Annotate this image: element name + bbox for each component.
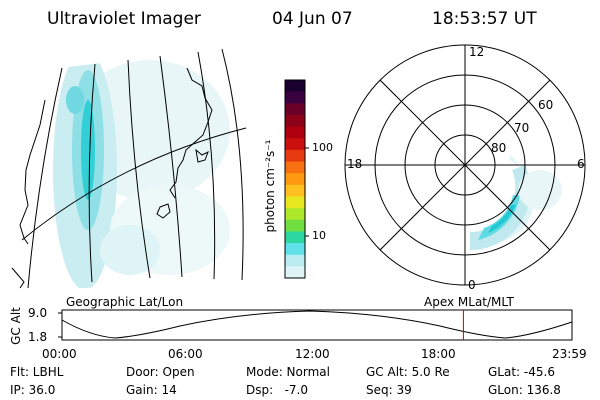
observation-date: 04 Jun 07: [272, 9, 353, 29]
time-tick-2359: 23:59: [552, 347, 587, 361]
polar-aurora-oval: [470, 155, 562, 251]
polar-mlt-6: 6: [577, 157, 585, 171]
info-filter: Flt: LBHL: [10, 365, 64, 379]
polar-plot: [344, 44, 586, 286]
altitude-curve: [61, 310, 573, 339]
geographic-map: [11, 48, 252, 290]
colorbar-cell: [285, 114, 305, 128]
info-geo-latitude: GLat: -45.6: [488, 365, 555, 379]
info-gc-altitude: GC Alt: 5.0 Re: [366, 365, 450, 379]
polar-lat-60: 60: [538, 98, 554, 112]
colorbar-cell: [285, 126, 305, 139]
latitude-line: [21, 127, 247, 241]
colorbar-cell: [285, 231, 305, 244]
apex-projection-label: Apex MLat/MLT: [424, 295, 514, 309]
colorbar-cell: [285, 266, 305, 279]
info-mode: Mode: Normal: [246, 365, 330, 379]
colorbar-cell: [285, 208, 305, 221]
altitude-ytick-max: 9.0: [28, 306, 48, 320]
geographic-aurora-glow: [30, 48, 252, 290]
geographic-projection-label: Geographic Lat/Lon: [66, 295, 184, 309]
time-tick-0000: 00:00: [42, 347, 77, 361]
colorbar-cell: [285, 103, 305, 116]
time-tick-1800: 18:00: [421, 347, 456, 361]
info-sequence: Seq: 39: [366, 383, 412, 397]
observation-time: 18:53:57 UT: [432, 9, 537, 29]
altitude-axis-label: GC Alt: [9, 307, 23, 345]
colorbar-cell: [285, 254, 305, 267]
altitude-plot: [58, 309, 573, 341]
altitude-ytick-min: 1.8: [28, 330, 48, 344]
info-gain: Gain: 14: [126, 383, 177, 397]
colorbar-cell: [285, 173, 305, 186]
colorbar-cell: [285, 243, 305, 256]
polar-mlt-18: 18: [347, 157, 363, 171]
polar-mlt-0: 0: [468, 278, 476, 292]
colorbar-cell: [285, 91, 305, 104]
time-tick-0600: 06:00: [168, 347, 203, 361]
colorbar-cell: [285, 80, 305, 93]
info-geo-longitude: GLon: 136.8: [488, 383, 561, 397]
polar-mlt-12: 12: [469, 45, 485, 59]
colorbar-cell: [285, 161, 305, 174]
colorbar-cell: [285, 196, 305, 209]
polar-lat-80: 80: [491, 141, 507, 155]
colorbar-unit-label: photon cm⁻²s⁻¹: [263, 139, 277, 233]
instrument-title: Ultraviolet Imager: [47, 9, 201, 29]
time-tick-1200: 12:00: [295, 347, 330, 361]
info-dsp: Dsp: -7.0: [246, 383, 309, 397]
colorbar-cell: [285, 219, 305, 233]
colorbar-cell: [285, 149, 305, 163]
polar-lat-70: 70: [514, 121, 530, 135]
coastline: [11, 67, 213, 289]
colorbar-tick-100: 100: [312, 141, 333, 154]
info-door: Door: Open: [126, 365, 195, 379]
colorbar-tick-10: 10: [312, 229, 326, 242]
colorbar-cell: [285, 184, 305, 198]
color-bar: [284, 79, 309, 279]
colorbar-cell: [285, 138, 305, 151]
info-ip: IP: 36.0: [10, 383, 56, 397]
meridian-lines: [27, 48, 244, 289]
